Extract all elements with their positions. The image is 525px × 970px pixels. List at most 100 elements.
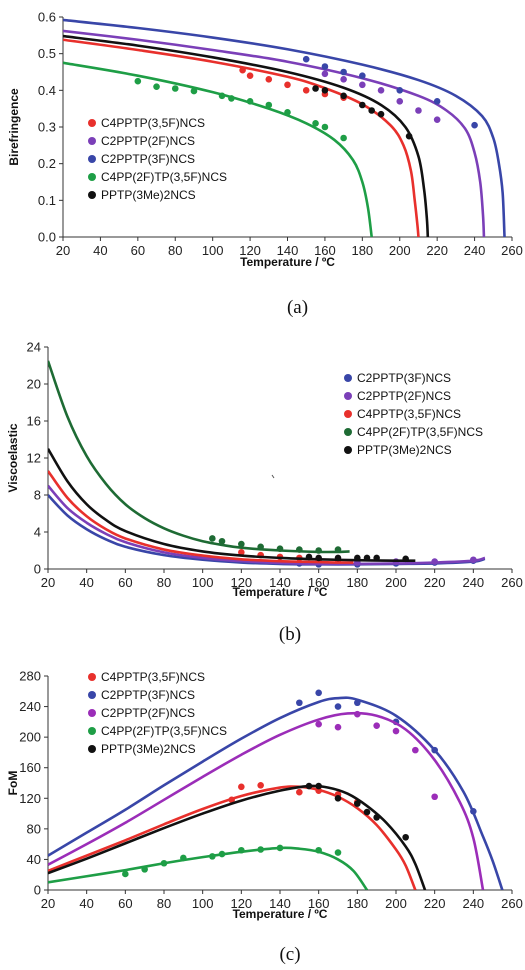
data-point xyxy=(412,747,419,754)
data-point xyxy=(373,722,380,729)
series-line xyxy=(48,471,353,563)
data-point xyxy=(396,98,403,105)
y-axis-label: Viscoelastic xyxy=(6,423,20,492)
y-axis-label: FoM xyxy=(6,771,20,796)
x-tick-label: 40 xyxy=(79,575,93,590)
data-point xyxy=(247,72,254,79)
legend-marker xyxy=(88,745,96,753)
data-point xyxy=(393,728,400,735)
data-point xyxy=(257,846,264,853)
series-line xyxy=(48,361,350,552)
x-tick-label: 200 xyxy=(389,243,411,258)
legend-label: C2PPTP(2F)NCS xyxy=(101,134,195,148)
data-point xyxy=(312,120,319,127)
data-point xyxy=(153,83,160,90)
y-tick-label: 0.0 xyxy=(38,230,56,245)
data-point xyxy=(219,851,226,858)
legend-marker xyxy=(88,137,96,145)
x-tick-label: 240 xyxy=(464,243,486,258)
data-point xyxy=(406,133,413,140)
data-point xyxy=(219,538,226,545)
data-point xyxy=(364,555,371,562)
data-point xyxy=(312,85,319,92)
legend-label: PPTP(3Me)2NCS xyxy=(101,742,196,756)
data-point xyxy=(238,847,245,854)
y-tick-label: 160 xyxy=(19,760,41,775)
data-point xyxy=(303,87,310,94)
data-point xyxy=(141,866,148,873)
series-line xyxy=(48,713,483,890)
data-point xyxy=(315,547,322,554)
legend-label: C4PPTP(3,5F)NCS xyxy=(101,116,205,130)
data-point xyxy=(315,783,322,790)
y-tick-label: 0.3 xyxy=(38,120,56,135)
data-point xyxy=(315,847,322,854)
data-point xyxy=(238,784,245,791)
legend-marker xyxy=(88,173,96,181)
data-point xyxy=(322,87,329,94)
legend-marker xyxy=(88,691,96,699)
data-point xyxy=(219,93,226,100)
data-point xyxy=(265,102,272,109)
data-point xyxy=(340,76,347,83)
data-point xyxy=(354,555,361,562)
data-point xyxy=(431,558,438,565)
data-point xyxy=(247,98,254,105)
data-point xyxy=(434,98,441,105)
data-point xyxy=(335,703,342,710)
data-point xyxy=(257,782,264,789)
series-3 xyxy=(48,361,350,554)
x-tick-label: 260 xyxy=(501,243,523,258)
x-axis-label: Temperature / ºC xyxy=(233,907,328,921)
data-point xyxy=(373,814,380,821)
legend: C2PPTP(3F)NCSC2PPTP(2F)NCSC4PPTP(3,5F)NC… xyxy=(344,371,483,457)
y-tick-label: 200 xyxy=(19,730,41,745)
data-point xyxy=(335,555,342,562)
x-tick-label: 240 xyxy=(462,896,484,911)
y-tick-label: 0.4 xyxy=(38,83,56,98)
x-tick-label: 220 xyxy=(424,575,446,590)
y-tick-label: 8 xyxy=(34,488,41,503)
y-tick-label: 0.5 xyxy=(38,46,56,61)
data-point xyxy=(354,699,361,706)
legend-marker xyxy=(88,155,96,163)
data-point xyxy=(396,87,403,94)
data-point xyxy=(257,544,264,551)
legend: C4PPTP(3,5F)NCSC2PPTP(3F)NCSC2PPTP(2F)NC… xyxy=(88,670,227,756)
x-tick-label: 20 xyxy=(56,243,70,258)
y-tick-label: 40 xyxy=(27,852,41,867)
x-tick-label: 200 xyxy=(385,896,407,911)
x-tick-label: 180 xyxy=(346,575,368,590)
legend-marker xyxy=(88,709,96,717)
data-point xyxy=(315,721,322,728)
data-point xyxy=(340,93,347,100)
data-point xyxy=(265,76,272,83)
x-tick-label: 80 xyxy=(168,243,182,258)
data-point xyxy=(209,535,216,542)
y-tick-label: 120 xyxy=(19,791,41,806)
x-tick-label: 20 xyxy=(41,896,55,911)
data-point xyxy=(315,555,322,562)
legend-label: PPTP(3Me)2NCS xyxy=(357,443,452,457)
data-point xyxy=(306,783,313,790)
legend-marker xyxy=(344,410,352,418)
data-point xyxy=(359,72,366,79)
y-tick-label: 16 xyxy=(27,414,41,429)
data-point xyxy=(402,556,409,563)
data-point xyxy=(340,135,347,142)
data-point xyxy=(122,871,129,878)
series-4 xyxy=(48,449,415,562)
data-point xyxy=(335,546,342,553)
data-point xyxy=(180,855,187,862)
y-tick-label: 0.1 xyxy=(38,193,56,208)
legend-label: C2PPTP(2F)NCS xyxy=(357,389,451,403)
data-point xyxy=(359,102,366,109)
panel-caption: (b) xyxy=(279,624,301,645)
series-2 xyxy=(48,471,353,563)
data-point xyxy=(315,690,322,697)
x-tick-label: 60 xyxy=(118,575,132,590)
data-point xyxy=(354,800,361,807)
x-tick-label: 60 xyxy=(131,243,145,258)
data-point xyxy=(373,555,380,562)
legend-label: C2PPTP(3F)NCS xyxy=(357,371,451,385)
